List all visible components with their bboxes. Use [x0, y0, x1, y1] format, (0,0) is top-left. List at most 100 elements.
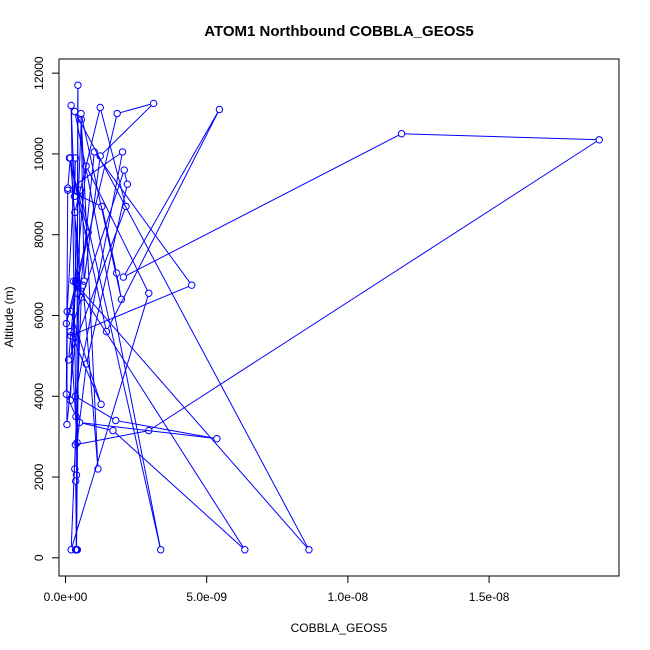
series-segment — [71, 334, 101, 402]
series-segment — [124, 173, 128, 182]
data-point — [188, 281, 196, 289]
series-segment — [114, 432, 243, 548]
x-tick-label: 0.0e+00 — [44, 590, 88, 604]
data-point — [72, 412, 80, 421]
data-point — [145, 289, 153, 297]
data-point — [156, 546, 165, 554]
data-point — [67, 101, 75, 110]
data-point — [90, 148, 99, 156]
y-tick-label: 6000 — [32, 302, 46, 329]
data-point — [66, 154, 74, 162]
data-point — [66, 327, 74, 336]
series-segment — [76, 88, 79, 282]
data-point — [118, 148, 127, 156]
data-point — [71, 277, 80, 285]
data-point — [120, 166, 128, 174]
x-axis-label: COBBLA_GEOS5 — [291, 621, 388, 635]
y-tick-label: 12000 — [32, 56, 46, 90]
series-segment — [67, 396, 76, 414]
data-point — [71, 546, 80, 554]
data-point — [595, 136, 603, 144]
y-tick-label: 8000 — [32, 221, 46, 248]
series-segment — [107, 112, 219, 330]
chart-title: ATOM1 Northbound COBBLA_GEOS5 — [204, 23, 473, 40]
data-point — [73, 439, 81, 447]
data-point — [241, 546, 249, 554]
series-segment — [82, 288, 99, 466]
series-segment — [71, 314, 101, 402]
series-segment — [67, 161, 71, 186]
y-tick-label: 2000 — [32, 463, 46, 490]
data-point — [80, 277, 88, 285]
data-point — [96, 152, 104, 160]
data-point — [70, 192, 79, 201]
data-point — [112, 416, 120, 425]
data-point — [71, 107, 79, 116]
series-segment — [70, 338, 78, 440]
data-point — [84, 228, 92, 237]
series-segment — [75, 283, 308, 548]
series-segment — [82, 422, 214, 439]
data-point — [62, 390, 71, 398]
data-point — [63, 307, 71, 316]
data-point — [71, 465, 79, 473]
data-point — [75, 418, 84, 427]
data-point — [82, 360, 91, 368]
data-point — [76, 186, 84, 194]
data-point — [71, 392, 80, 400]
series-segment — [75, 288, 78, 547]
series-segment — [70, 191, 100, 206]
data-point — [149, 99, 158, 108]
data-point — [79, 281, 87, 289]
data-point — [117, 295, 126, 304]
series-segment — [77, 397, 114, 420]
data-point — [64, 356, 73, 364]
series-segment — [73, 285, 189, 335]
series-segment — [116, 276, 122, 297]
data-point — [66, 396, 74, 405]
x-tick-label: 5.0e-09 — [186, 590, 227, 604]
data-point — [113, 109, 121, 118]
series-segment — [75, 114, 308, 548]
y-axis: 0 2000 4000 6000 8000 10000 12000 — [32, 56, 60, 561]
series-segment — [126, 134, 399, 277]
data-point — [119, 273, 128, 281]
series-segment — [74, 215, 77, 278]
series-segment — [95, 154, 191, 283]
data-point — [123, 180, 132, 188]
data-point — [397, 130, 406, 138]
data-point — [73, 289, 82, 297]
data-point — [67, 331, 75, 340]
data-point — [64, 184, 72, 192]
series-segment — [70, 153, 121, 189]
y-tick-label: 0 — [32, 554, 46, 561]
data-point — [64, 186, 72, 194]
data-point — [69, 277, 78, 285]
data-point — [122, 202, 130, 211]
data-point — [82, 162, 90, 170]
data-point — [305, 546, 313, 554]
series-segment — [404, 133, 597, 141]
y-tick-label: 4000 — [32, 383, 46, 410]
series-segment — [70, 172, 124, 329]
series-segment — [75, 110, 100, 210]
y-axis-label: Altitude (m) — [2, 286, 16, 347]
series-segment — [124, 112, 219, 275]
data-point — [77, 293, 86, 302]
series-segment — [120, 103, 151, 114]
y-tick-label: 10000 — [32, 137, 46, 171]
data-point — [97, 400, 105, 409]
series-segment — [84, 159, 101, 279]
series-segment — [69, 160, 107, 329]
series-segment — [102, 209, 117, 271]
data-point — [98, 202, 106, 211]
data-point — [66, 307, 75, 316]
x-tick-label: 1.5e-08 — [469, 590, 510, 604]
series-segment — [82, 422, 110, 431]
data-point — [96, 103, 104, 112]
data-point — [63, 420, 71, 429]
series-segment — [80, 193, 161, 547]
data-point — [73, 281, 82, 289]
series-segment — [66, 155, 95, 422]
